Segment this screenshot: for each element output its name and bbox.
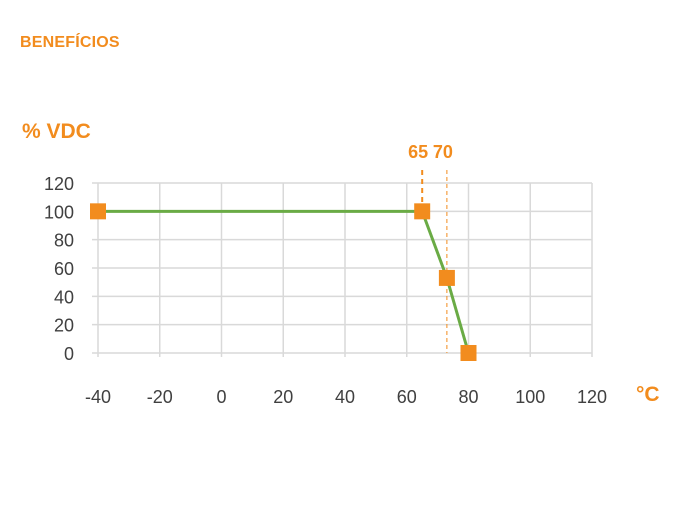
- y-tick-label: 100: [44, 202, 74, 222]
- data-point: [414, 203, 431, 220]
- y-tick-label: 120: [44, 174, 74, 194]
- data-point: [90, 203, 106, 220]
- x-tick-label: -40: [85, 387, 111, 407]
- x-tick-label: 20: [273, 387, 293, 407]
- data-point: [438, 269, 455, 286]
- annotation-label: 70: [433, 142, 453, 162]
- page-title: BENEFÍCIOS: [20, 34, 120, 51]
- x-tick-label: 80: [458, 387, 478, 407]
- x-tick-label: 60: [397, 387, 417, 407]
- y-tick-label: 60: [54, 259, 74, 279]
- y-tick-label: 80: [54, 231, 74, 251]
- y-tick-label: 20: [54, 316, 74, 336]
- y-tick-label: 40: [54, 287, 74, 307]
- annotation-label: 65: [408, 142, 428, 162]
- y-tick-label: 0: [64, 344, 74, 364]
- x-axis-label: °C: [636, 383, 660, 406]
- x-tick-label: 0: [216, 387, 226, 407]
- series-line: [98, 209, 470, 354]
- x-tick-label: 40: [335, 387, 355, 407]
- x-tick-label: 100: [515, 387, 545, 407]
- y-axis-label: % VDC: [22, 120, 91, 143]
- data-point: [460, 345, 477, 361]
- x-tick-label: 120: [577, 387, 607, 407]
- x-tick-label: -20: [147, 387, 173, 407]
